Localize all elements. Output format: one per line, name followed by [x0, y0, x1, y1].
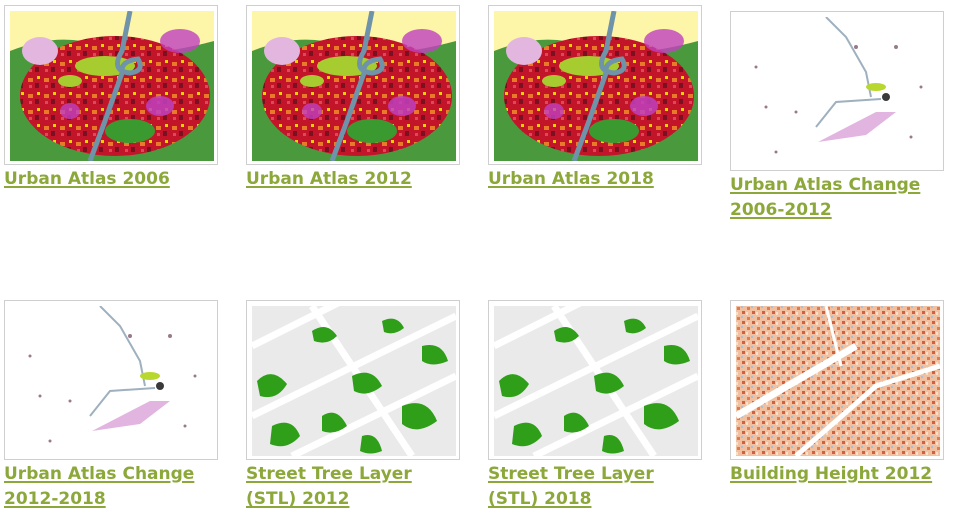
urban-atlas-2012-thumbnail[interactable]	[246, 5, 460, 165]
building-height-map-image	[736, 306, 940, 456]
urban-atlas-2012-link[interactable]: Urban Atlas 2012	[246, 169, 412, 189]
urban-atlas-change-2012-2018-thumbnail[interactable]	[4, 300, 218, 460]
street-tree-layer-2018-link-line2[interactable]: (STL) 2018	[488, 489, 592, 509]
building-height-2012-link[interactable]: Building Height 2012	[730, 464, 933, 484]
street-tree-layer-2018-link[interactable]: Street Tree Layer	[488, 464, 654, 484]
urban-atlas-change-2012-2018-link-line2[interactable]: 2012-2018	[4, 489, 106, 509]
urban-atlas-2018-thumbnail[interactable]	[488, 5, 702, 165]
street-tree-layer-2012-link[interactable]: Street Tree Layer	[246, 464, 412, 484]
street-tree-layer-2012-link-line2[interactable]: (STL) 2012	[246, 489, 350, 509]
change-map-image	[10, 306, 214, 456]
urban-atlas-2018-link[interactable]: Urban Atlas 2018	[488, 169, 654, 189]
urban-atlas-2006-link[interactable]: Urban Atlas 2006	[4, 169, 170, 189]
urban-atlas-map-image	[10, 11, 214, 161]
building-height-2012-thumbnail[interactable]	[730, 300, 944, 460]
urban-atlas-change-2012-2018-link[interactable]: Urban Atlas Change	[4, 464, 195, 484]
urban-atlas-map-image	[252, 11, 456, 161]
change-map-image	[736, 17, 940, 167]
urban-atlas-2006-thumbnail[interactable]	[4, 5, 218, 165]
urban-atlas-change-2006-2012-thumbnail[interactable]	[730, 11, 944, 171]
street-tree-layer-2018-thumbnail[interactable]	[488, 300, 702, 460]
street-tree-map-image	[494, 306, 698, 456]
street-tree-layer-2012-thumbnail[interactable]	[246, 300, 460, 460]
urban-atlas-change-2006-2012-link-line2[interactable]: 2006-2012	[730, 200, 832, 220]
street-tree-map-image	[252, 306, 456, 456]
urban-atlas-change-2006-2012-link[interactable]: Urban Atlas Change	[730, 175, 921, 195]
urban-atlas-map-image	[494, 11, 698, 161]
